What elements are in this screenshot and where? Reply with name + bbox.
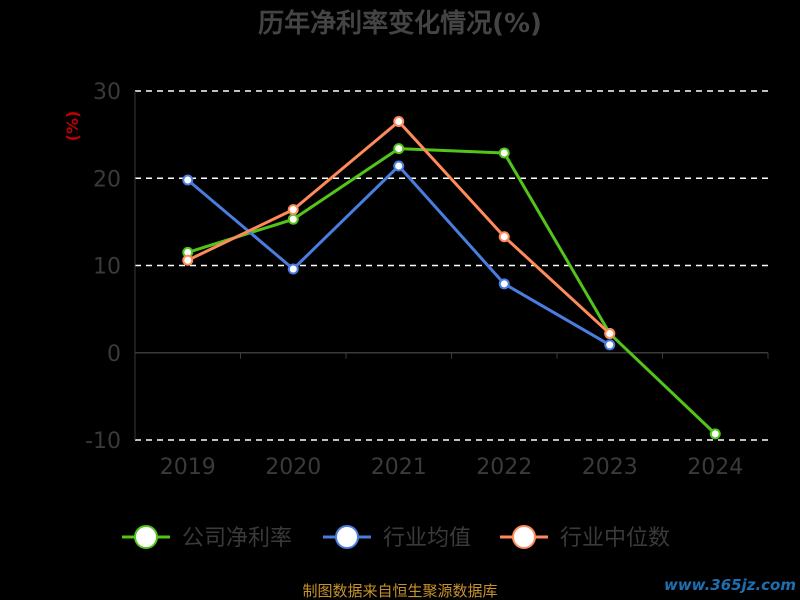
legend-label: 行业中位数: [560, 526, 670, 551]
legend-swatch-marker: [335, 525, 359, 549]
data-point: [287, 263, 299, 275]
series-0: [182, 143, 721, 440]
y-unit-label: (%): [63, 111, 82, 142]
data-point: [393, 116, 405, 128]
legend-item: 公司净利率: [122, 525, 292, 551]
series-line: [186, 164, 611, 347]
data-point: [498, 231, 510, 243]
data-point: [182, 174, 194, 186]
data-point: [709, 428, 721, 440]
data-point: [287, 213, 299, 225]
x-tick-label: 2019: [160, 455, 216, 480]
legend-swatch-marker: [512, 525, 536, 549]
axes: -10 0 10 20 30 2019 2020 2021 2022 2023 2024: [85, 80, 769, 480]
y-tick-label: 0: [107, 342, 121, 367]
legend-label: 公司净利率: [182, 526, 292, 551]
data-point: [498, 278, 510, 290]
data-point: [393, 160, 405, 172]
legend-item: 行业均值: [323, 525, 471, 551]
data-point: [393, 143, 405, 155]
legend: 公司净利率 行业均值 行业中位数: [122, 525, 670, 551]
series-line: [187, 147, 717, 435]
legend-swatch-marker: [134, 525, 158, 549]
data-point: [498, 147, 510, 159]
data-point: [604, 328, 616, 340]
data-point: [604, 339, 616, 351]
series-1: [182, 160, 616, 351]
y-tick-label: 30: [93, 80, 121, 105]
data-point: [182, 254, 194, 266]
y-tick-label: 20: [93, 167, 121, 192]
legend-item: 行业中位数: [500, 525, 670, 551]
x-tick-label: 2020: [265, 455, 321, 480]
source-note: 制图数据来自恒生聚源数据库: [302, 582, 497, 600]
chart-title: 历年净利率变化情况(%): [258, 8, 542, 39]
y-tick-label: 10: [93, 255, 121, 280]
watermark: www.365jz.com: [664, 576, 796, 594]
x-tick-label: 2022: [476, 455, 532, 480]
x-tick-label: 2024: [687, 455, 743, 480]
legend-label: 行业均值: [383, 526, 471, 551]
data-point: [287, 204, 299, 216]
series-layer: [182, 116, 721, 440]
grid: [135, 90, 768, 441]
y-tick-label: -10: [85, 429, 121, 454]
x-tick-label: 2023: [582, 455, 638, 480]
x-tick-label: 2021: [371, 455, 427, 480]
series-2: [182, 116, 616, 340]
